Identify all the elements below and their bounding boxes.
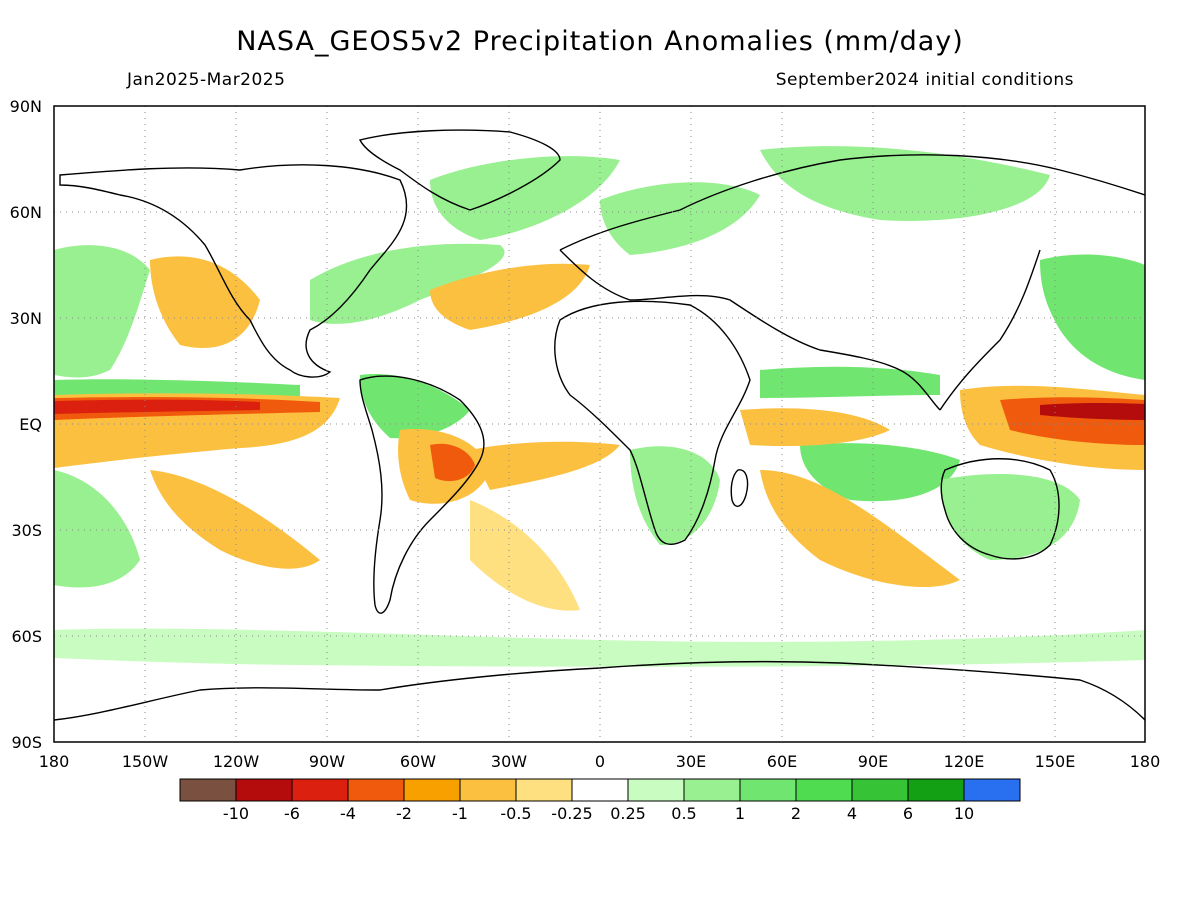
colorbar-label: 10: [954, 804, 974, 823]
dry-anomalies: [54, 256, 1145, 611]
dry-region-western-north-america: [150, 256, 260, 348]
wet-region-south-pacific: [54, 470, 140, 588]
colorbar-label: 0.25: [610, 804, 646, 823]
colorbar-swatch: [795, 778, 853, 802]
wet-anomalies: [54, 146, 1145, 667]
longitude-labels: 180 150W 120W 90W 60W 30W 0 30E 60E 90E …: [39, 752, 1161, 771]
lon-label: 90E: [858, 752, 888, 771]
colorbar-swatch: [347, 778, 405, 802]
lat-label: 90N: [10, 97, 42, 116]
dry-region-south-atlantic: [470, 441, 620, 490]
lon-label: 150E: [1035, 752, 1076, 771]
coastline-eurasia: [559, 154, 1145, 411]
lon-label: 90W: [309, 752, 345, 771]
wet-region-australia: [940, 474, 1080, 560]
dry-region-south-indian-ocean: [760, 470, 960, 588]
map-title: NASA_GEOS5v2 Precipitation Anomalies (mm…: [236, 26, 964, 57]
colorbar-label: -6: [284, 804, 300, 823]
lon-label: 120E: [944, 752, 985, 771]
wet-region-siberia: [760, 146, 1050, 221]
colorbar-label: -0.25: [551, 804, 592, 823]
dry-region-tropical-east-pacific-max: [54, 399, 260, 414]
colorbar-swatch: [515, 778, 573, 802]
anomaly-field: [54, 129, 1145, 721]
coastlines: [54, 129, 1145, 721]
wet-region-south-indian-ocean: [800, 443, 960, 502]
lon-label: 30E: [676, 752, 706, 771]
dry-region-brazil-core: [430, 443, 475, 482]
wet-region-north-pacific: [54, 245, 150, 378]
dry-region-mid-atlantic: [430, 263, 590, 330]
wet-region-indian-ocean: [760, 366, 940, 398]
colorbar-label: -0.5: [500, 804, 531, 823]
coastline-antarctica: [54, 660, 1145, 721]
colorbar-swatch: [291, 778, 349, 802]
wet-region-europe: [600, 182, 760, 255]
wet-region-north-atlantic: [310, 243, 505, 324]
colorbar-label: -4: [340, 804, 356, 823]
graticule: [54, 106, 1145, 742]
lat-label: 90S: [11, 733, 42, 752]
colorbar-swatch: [851, 778, 909, 802]
lon-label: 120W: [213, 752, 260, 771]
lon-label: 60W: [400, 752, 436, 771]
colorbar-label: -2: [396, 804, 412, 823]
coastline-madagascar: [730, 469, 749, 507]
colorbar-label: 4: [847, 804, 857, 823]
colorbar-swatch: [739, 778, 797, 802]
coastline-north-america: [59, 164, 408, 378]
lon-label: 60E: [767, 752, 797, 771]
lon-label: 0: [595, 752, 605, 771]
colorbar: -10 -6 -4 -2 -1 -0.5 -0.25 0.25 0.5 1 2 4 6 10: [179, 778, 1021, 823]
colorbar-swatch: [963, 778, 1021, 802]
lat-label: 30N: [10, 309, 42, 328]
coastline-africa: [554, 300, 751, 546]
colorbar-swatch: [235, 778, 293, 802]
latitude-labels: 90N 60N 30N EQ 30S 60S 90S: [10, 97, 42, 752]
dry-region-maritime-continent-max: [1040, 403, 1145, 420]
lat-label: 60S: [11, 627, 42, 646]
lon-label: 180: [1130, 752, 1161, 771]
wet-region-west-pacific: [1040, 254, 1145, 380]
lon-label: 30W: [491, 752, 527, 771]
lat-label: 30S: [11, 521, 42, 540]
coastline-greenland: [358, 129, 561, 211]
map-frame: [53, 105, 1146, 743]
dry-region-south-atlantic-trail: [470, 500, 580, 611]
colorbar-swatch: [459, 778, 517, 802]
lon-label: 150W: [122, 752, 169, 771]
colorbar-swatch: [907, 778, 965, 802]
wet-region-amazon: [360, 374, 470, 439]
forecast-period: Jan2025-Mar2025: [127, 70, 286, 90]
colorbar-swatch: [627, 778, 685, 802]
colorbar-swatch: [571, 778, 629, 802]
colorbar-label: 1: [735, 804, 745, 823]
initial-conditions: September2024 initial conditions: [775, 70, 1074, 90]
colorbar-label: 0.5: [671, 804, 696, 823]
lat-label: 60N: [10, 203, 42, 222]
colorbar-swatch: [179, 778, 237, 802]
coastline-australia: [940, 458, 1060, 560]
lon-label: 180: [39, 752, 70, 771]
dry-region-south-pacific: [150, 470, 320, 569]
lat-label: EQ: [19, 415, 42, 434]
dry-region-indian-ocean: [740, 408, 890, 447]
wet-region-greenland-sea: [430, 156, 620, 240]
colorbar-label: 6: [903, 804, 913, 823]
colorbar-label: 2: [791, 804, 801, 823]
colorbar-label: -10: [223, 804, 249, 823]
colorbar-swatch: [403, 778, 461, 802]
colorbar-label: -1: [452, 804, 468, 823]
colorbar-swatch: [683, 778, 741, 802]
coastline-south-america: [359, 375, 485, 614]
wet-region-southern-ocean: [54, 628, 1145, 667]
